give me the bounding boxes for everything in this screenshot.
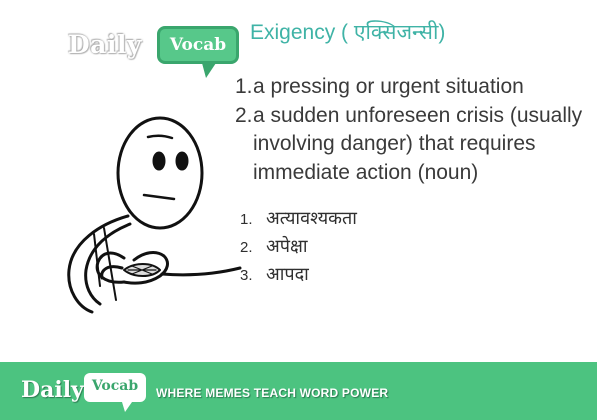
hindi-meaning-number: 1. (240, 211, 253, 228)
hindi-meaning-item: 1. अत्यावश्यकता (240, 205, 357, 233)
hindi-meaning-number: 2. (240, 239, 253, 256)
hindi-meaning-text: अपेक्षा (266, 236, 308, 256)
hindi-meanings-list: 1. अत्यावश्यकता 2. अपेक्षा 3. आपदा (240, 205, 357, 289)
word-title: Exigency ( एक्सिजन्सी) (250, 21, 446, 44)
definition-item: 2. a sudden unforeseen crisis (usually i… (235, 102, 595, 188)
logo-vocab-text: Vocab (169, 35, 227, 55)
logo-daily-text: Daily (68, 30, 142, 59)
definitions-list: 1. a pressing or urgent situation 2. a s… (235, 73, 595, 187)
hindi-meaning-text: आपदा (266, 264, 309, 284)
hindi-meaning-text: अत्यावश्यकता (266, 208, 357, 228)
definition-number: 1. (235, 75, 253, 98)
meme-face-icon (67, 116, 242, 314)
hindi-meaning-number: 3. (240, 267, 253, 284)
footer-banner: Daily Vocab WHERE MEMES TEACH WORD POWER (0, 362, 597, 420)
footer-daily-text: Daily (21, 377, 84, 403)
logo-speech-bubble: Vocab (157, 26, 239, 78)
daily-vocab-logo: Daily Vocab (68, 26, 248, 86)
definition-text: a pressing or urgent situation (253, 75, 524, 98)
footer-tagline: WHERE MEMES TEACH WORD POWER (156, 386, 389, 400)
definition-text: a sudden unforeseen crisis (usually invo… (253, 103, 583, 184)
definition-number: 2. (235, 103, 253, 127)
hindi-meaning-item: 3. आपदा (240, 261, 357, 289)
footer-vocab-text: Vocab (91, 378, 139, 394)
definition-item: 1. a pressing or urgent situation (235, 73, 595, 102)
footer-speech-bubble: Vocab (84, 373, 146, 412)
hindi-meaning-item: 2. अपेक्षा (240, 233, 357, 261)
